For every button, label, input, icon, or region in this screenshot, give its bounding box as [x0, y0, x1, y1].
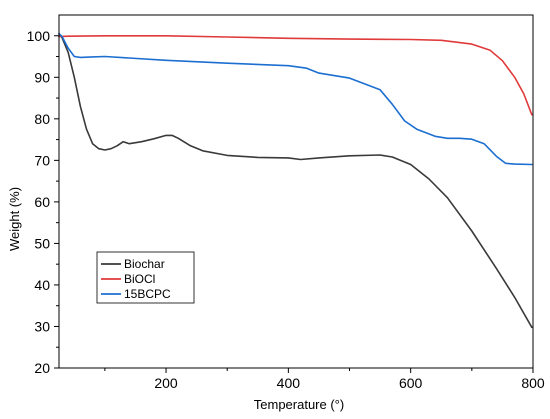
x-axis-ticks: 200 400 600 800 — [104, 368, 545, 391]
series-line-biochar — [58, 32, 533, 329]
plot-frame — [58, 14, 534, 369]
x-tick-label: 400 — [277, 375, 301, 391]
series-line-15bcpc — [58, 32, 533, 166]
y-tick-label: 70 — [34, 152, 50, 168]
y-axis-title: Weight (%) — [7, 187, 22, 251]
y-tick-label: 40 — [34, 277, 50, 293]
x-tick-label: 800 — [521, 375, 545, 391]
y-tick-label: 100 — [27, 28, 51, 44]
x-tick-label: 600 — [399, 375, 423, 391]
y-axis-ticks: 20 30 40 50 60 70 80 90 100 — [27, 28, 59, 376]
series-line-biocl — [58, 35, 533, 116]
y-tick-label: 50 — [34, 235, 50, 251]
legend-label-biochar: Biochar — [124, 257, 165, 271]
y-tick-label: 80 — [34, 111, 50, 127]
x-axis-title: Temperature (°) — [254, 397, 344, 412]
y-tick-label: 60 — [34, 194, 50, 210]
x-tick-label: 200 — [154, 375, 178, 391]
plot-area — [58, 32, 533, 329]
y-tick-label: 20 — [34, 360, 50, 376]
y-tick-label: 90 — [34, 69, 50, 85]
legend-label-15bcpc: 15BCPC — [124, 287, 171, 301]
y-tick-label: 30 — [34, 318, 50, 334]
legend-label-biocl: BiOCl — [124, 272, 155, 286]
